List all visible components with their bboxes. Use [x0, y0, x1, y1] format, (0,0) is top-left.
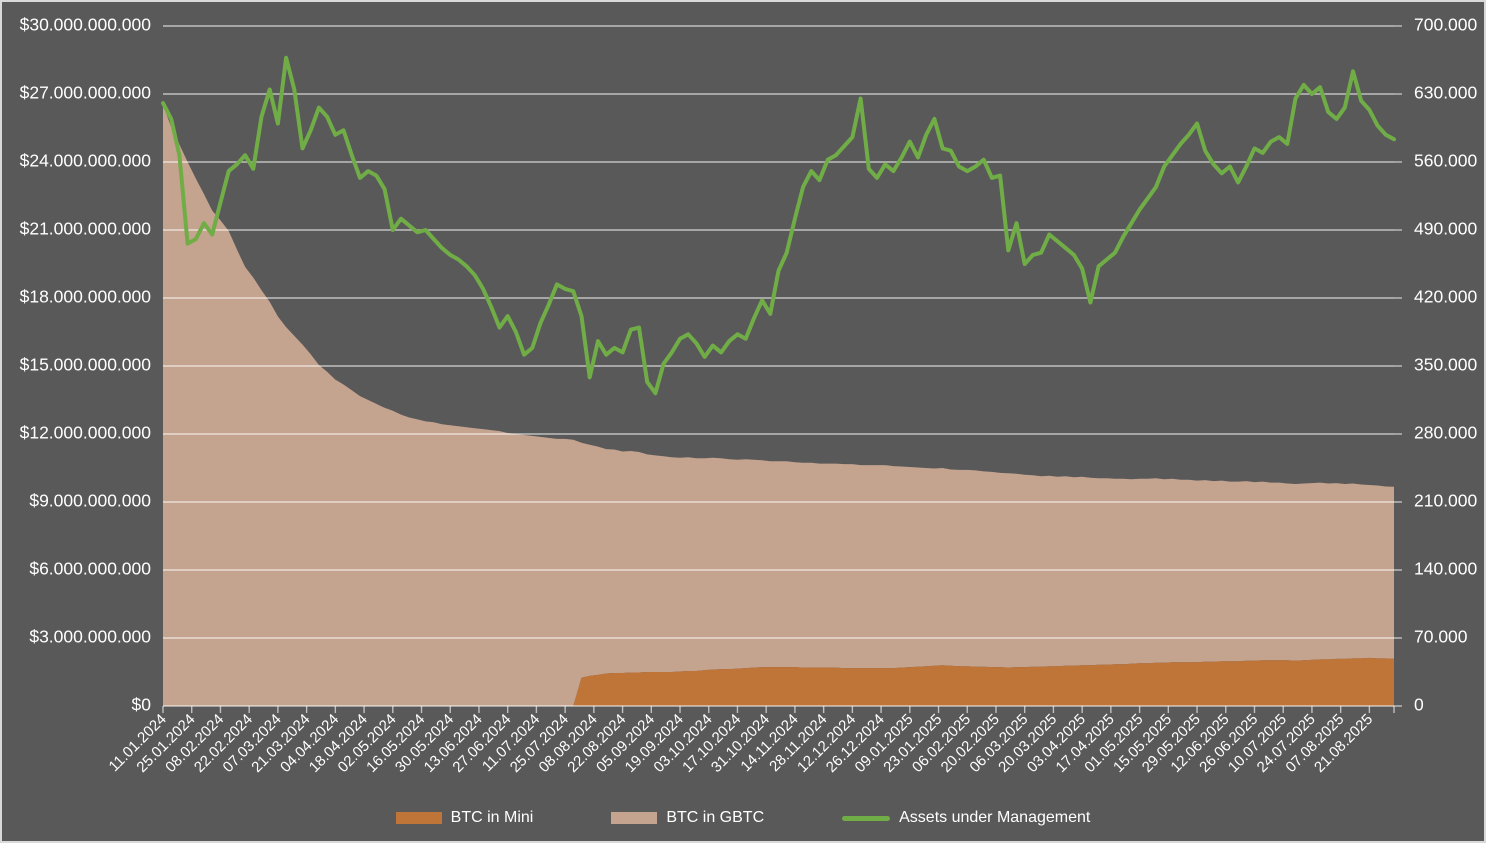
y-axis-right-label: 0: [1414, 695, 1424, 715]
y-axis-right-label: 700.000: [1414, 15, 1478, 35]
y-axis-left-label: $6.000.000.000: [29, 559, 151, 579]
y-axis-right-label: 420.000: [1414, 287, 1478, 307]
y-axis-left-label: $21.000.000.000: [20, 219, 152, 239]
y-axis-right-label: 350.000: [1414, 355, 1478, 375]
y-axis-right-label: 630.000: [1414, 83, 1478, 103]
y-axis-right-label: 560.000: [1414, 151, 1478, 171]
y-axis-left-label: $18.000.000.000: [20, 287, 152, 307]
line-assets-under-management: [161, 55, 1396, 396]
y-axis-left-label: $12.000.000.000: [20, 423, 152, 443]
y-axis-left-label: $0: [132, 695, 152, 715]
y-axis-right-label: 210.000: [1414, 491, 1478, 511]
y-axis-left-label: $3.000.000.000: [29, 627, 151, 647]
y-axis-right-label: 280.000: [1414, 423, 1478, 443]
y-axis-right-label: 490.000: [1414, 219, 1478, 239]
y-axis-left-label: $27.000.000.000: [20, 83, 152, 103]
y-axis-right-label: 70.000: [1414, 627, 1468, 647]
y-axis-left-label: $9.000.000.000: [29, 491, 151, 511]
y-axis-right-label: 140.000: [1414, 559, 1478, 579]
y-axis-left-label: $30.000.000.000: [20, 15, 152, 35]
area-btc-in-mini: [573, 657, 1394, 706]
y-axis-left-label: $15.000.000.000: [20, 355, 152, 375]
area-btc-in-gbtc: [163, 104, 1394, 706]
y-axis-left-label: $24.000.000.000: [20, 151, 152, 171]
